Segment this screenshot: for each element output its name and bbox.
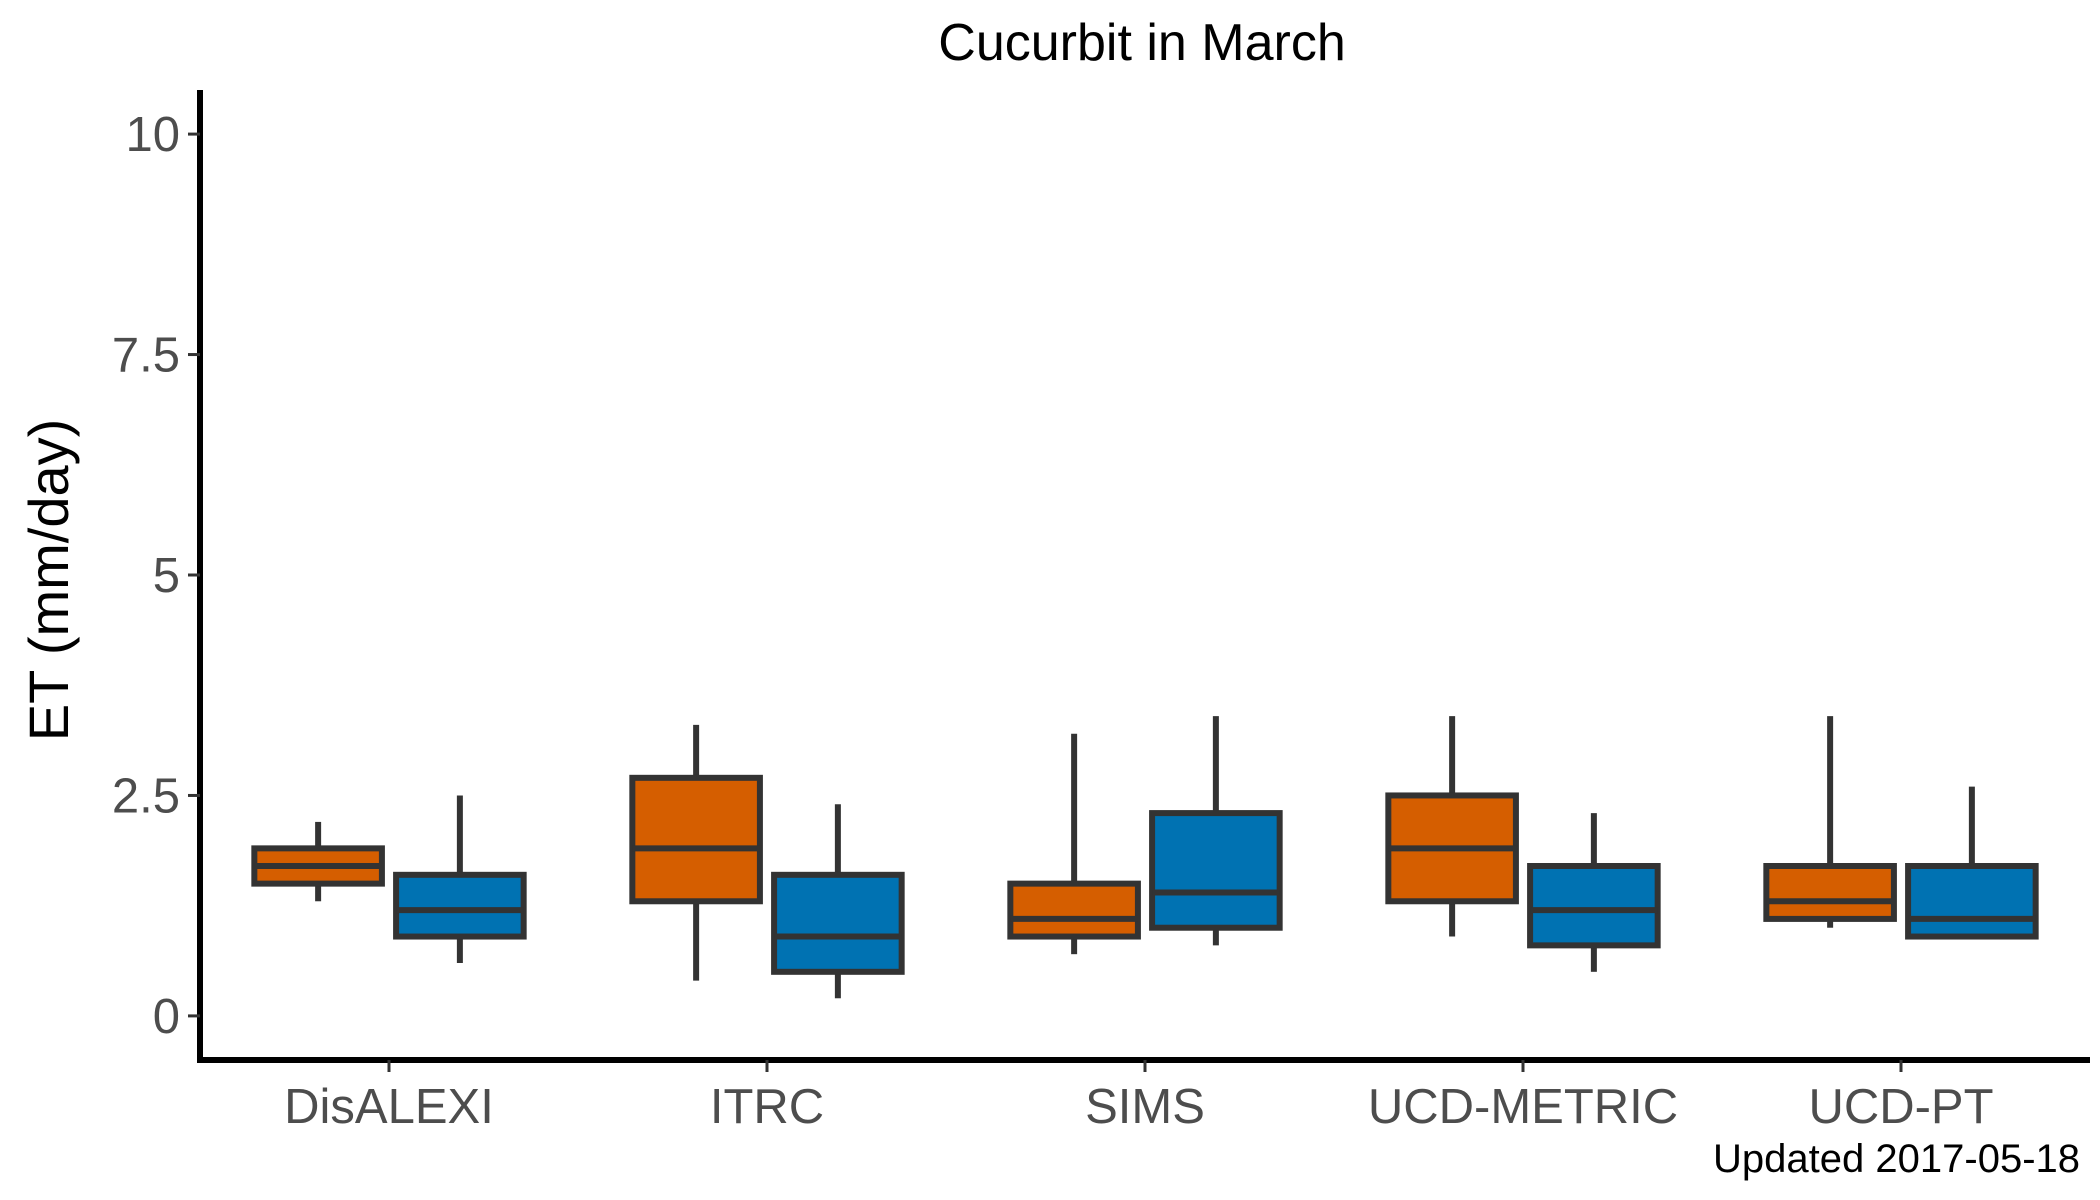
box-sims-1: [1007, 733, 1141, 955]
caption: Updated 2017-05-18: [1713, 1137, 2080, 1181]
axes: 0 2.5 5 7.5 10 DisALEXI ITRC SIMS UCD-METRIC UCD-…: [112, 90, 2090, 1134]
box-body: [393, 871, 527, 940]
box-ucd-pt-2: [1905, 786, 2039, 940]
box-body: [1007, 880, 1141, 940]
y-tick-label: 7.5: [112, 329, 180, 383]
x-tick-label: ITRC: [710, 1080, 824, 1134]
box-sims-2: [1149, 716, 1283, 946]
box-body: [1763, 863, 1897, 922]
y-axis-label: ET (mm/day): [17, 419, 80, 742]
box-body: [1527, 863, 1661, 949]
box-disalexi-1: [251, 821, 385, 902]
box-body: [629, 774, 763, 905]
y-tick-label: 10: [125, 108, 180, 162]
box-ucd-metric-2: [1527, 813, 1661, 972]
y-tick-label: 5: [153, 549, 180, 603]
box-body: [1905, 863, 2039, 940]
box-ucd-pt-1: [1763, 716, 1897, 928]
box-body: [771, 871, 905, 975]
box-itrc-2: [771, 804, 905, 999]
x-tick-label: DisALEXI: [284, 1080, 494, 1134]
x-tick-label: SIMS: [1085, 1080, 1205, 1134]
plot-area: [251, 716, 2039, 999]
box-ucd-metric-1: [1385, 716, 1519, 937]
x-tick-label: UCD-METRIC: [1368, 1080, 1678, 1134]
y-tick-label: 0: [153, 990, 180, 1044]
chart-title: Cucurbit in March: [938, 14, 1345, 72]
box-itrc-1: [629, 724, 763, 981]
y-tick-label: 2.5: [112, 769, 180, 823]
box-disalexi-2: [393, 795, 527, 963]
box-body: [1149, 810, 1283, 931]
x-tick-label: UCD-PT: [1808, 1080, 1993, 1134]
